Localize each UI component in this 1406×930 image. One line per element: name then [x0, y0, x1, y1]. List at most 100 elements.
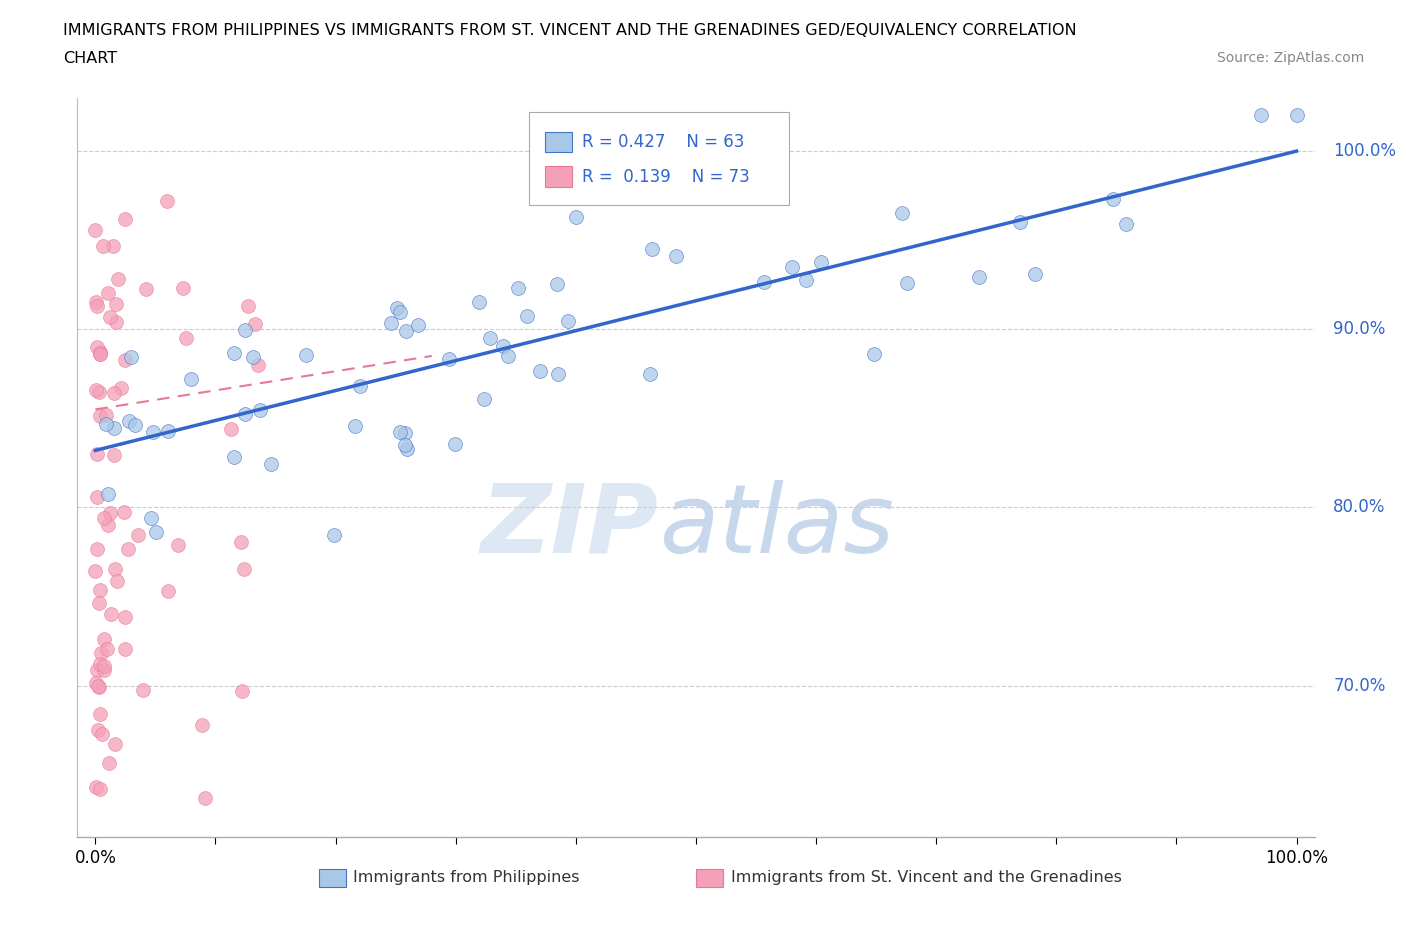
- Point: [439, 352, 461, 366]
- Point: [167, 538, 190, 552]
- Point: [1115, 217, 1137, 232]
- Point: [89, 408, 111, 423]
- Point: [103, 447, 125, 462]
- Point: [323, 527, 346, 542]
- Point: [93, 511, 115, 525]
- Point: [1024, 267, 1046, 282]
- Point: [406, 317, 429, 332]
- Point: [86, 542, 108, 557]
- Point: [96, 417, 118, 432]
- Point: [87, 679, 110, 694]
- Point: [157, 423, 180, 438]
- Point: [86, 490, 108, 505]
- Point: [665, 248, 688, 263]
- Bar: [696, 869, 723, 886]
- Point: [103, 386, 125, 401]
- Point: [547, 366, 569, 381]
- Point: [89, 707, 111, 722]
- Text: ZIP: ZIP: [481, 480, 659, 573]
- Point: [103, 420, 125, 435]
- Point: [1285, 108, 1308, 123]
- Point: [555, 191, 578, 206]
- Point: [157, 583, 180, 598]
- Point: [117, 541, 139, 556]
- Point: [443, 436, 465, 451]
- Text: atlas: atlas: [659, 480, 894, 573]
- Point: [479, 330, 502, 345]
- Point: [862, 347, 884, 362]
- Point: [84, 675, 107, 690]
- Point: [104, 737, 127, 751]
- Point: [641, 241, 664, 256]
- Point: [142, 424, 165, 439]
- Point: [98, 506, 121, 521]
- Point: [174, 330, 197, 345]
- Bar: [546, 166, 572, 187]
- Bar: [546, 132, 572, 153]
- Text: R = 0.427    N = 63: R = 0.427 N = 63: [582, 133, 745, 151]
- Point: [191, 717, 214, 732]
- Point: [89, 344, 111, 359]
- Point: [231, 534, 253, 549]
- Point: [231, 684, 253, 698]
- Point: [86, 299, 108, 313]
- Point: [84, 382, 107, 397]
- Point: [93, 658, 115, 673]
- Point: [260, 457, 283, 472]
- Point: [97, 286, 120, 300]
- Point: [891, 206, 914, 220]
- Point: [86, 662, 108, 677]
- Point: [343, 419, 366, 434]
- Point: [498, 348, 520, 363]
- Point: [84, 564, 107, 578]
- Point: [114, 352, 136, 367]
- Text: Source: ZipAtlas.com: Source: ZipAtlas.com: [1216, 51, 1364, 65]
- Point: [84, 222, 107, 237]
- Point: [87, 596, 110, 611]
- Point: [529, 364, 551, 379]
- Point: [1008, 215, 1031, 230]
- Point: [107, 272, 129, 286]
- Point: [90, 645, 112, 660]
- Point: [224, 449, 246, 464]
- Point: [565, 209, 588, 224]
- Point: [87, 723, 110, 737]
- Point: [395, 324, 418, 339]
- Point: [389, 424, 412, 439]
- Point: [233, 562, 256, 577]
- Point: [394, 438, 416, 453]
- Point: [349, 379, 371, 393]
- Point: [752, 274, 775, 289]
- Point: [104, 297, 127, 312]
- Point: [84, 779, 107, 794]
- Text: 80.0%: 80.0%: [1333, 498, 1385, 516]
- Text: Immigrants from Philippines: Immigrants from Philippines: [353, 870, 579, 885]
- Point: [896, 276, 918, 291]
- Point: [97, 517, 120, 532]
- Text: CHART: CHART: [63, 51, 117, 66]
- Point: [89, 658, 111, 672]
- Point: [233, 323, 256, 338]
- Point: [89, 347, 111, 362]
- Point: [118, 414, 141, 429]
- Point: [967, 270, 990, 285]
- Text: 70.0%: 70.0%: [1333, 676, 1385, 695]
- Point: [89, 781, 111, 796]
- Point: [780, 259, 803, 274]
- Point: [86, 339, 108, 354]
- Point: [97, 756, 120, 771]
- Point: [222, 346, 245, 361]
- Point: [394, 425, 416, 440]
- Point: [245, 317, 267, 332]
- Point: [93, 631, 115, 646]
- Text: Immigrants from St. Vincent and the Grenadines: Immigrants from St. Vincent and the Gren…: [731, 870, 1122, 885]
- Point: [640, 366, 662, 381]
- Point: [141, 511, 163, 525]
- Text: 90.0%: 90.0%: [1333, 320, 1385, 339]
- Point: [387, 300, 409, 315]
- Point: [242, 350, 264, 365]
- Point: [668, 173, 690, 188]
- Point: [193, 790, 215, 805]
- Point: [389, 304, 412, 319]
- Point: [506, 281, 529, 296]
